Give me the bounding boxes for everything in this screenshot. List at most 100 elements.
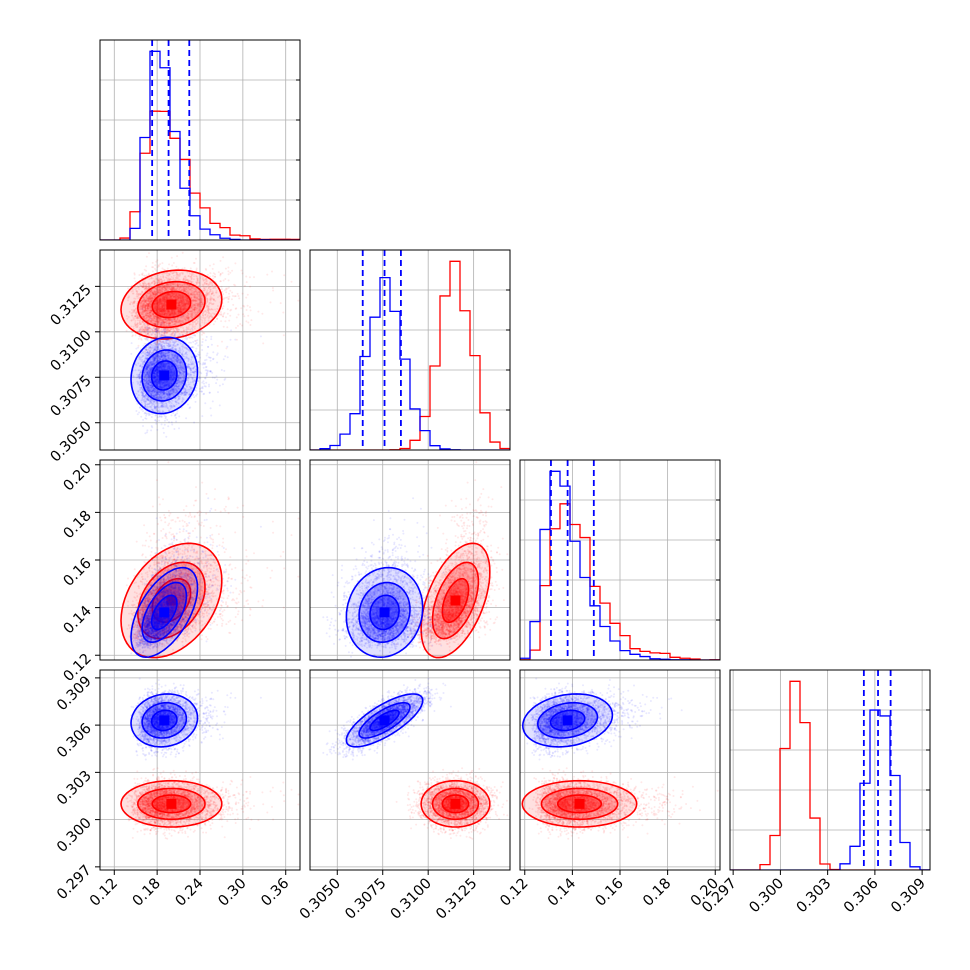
sample-point	[217, 271, 220, 274]
sample-point	[189, 332, 191, 335]
sample-point	[204, 267, 207, 270]
sample-point	[157, 320, 160, 323]
sample-point	[171, 297, 174, 300]
sample-point	[160, 310, 163, 313]
sample-point	[191, 293, 194, 296]
sample-point	[134, 280, 137, 283]
sample-point	[156, 321, 159, 324]
sample-point	[149, 329, 152, 332]
sample-point	[158, 289, 161, 292]
sample-point	[212, 323, 215, 326]
sample-point	[226, 308, 229, 311]
sample-point	[177, 310, 180, 313]
sample-point	[232, 295, 234, 297]
sample-point	[211, 284, 214, 287]
sample-point	[175, 297, 177, 300]
sample-point	[206, 289, 209, 292]
sample-point	[156, 305, 158, 308]
sample-point	[145, 314, 148, 317]
sample-point	[161, 310, 163, 313]
sample-point	[158, 300, 161, 303]
sample-point	[165, 324, 168, 327]
sample-point	[208, 385, 210, 388]
sample-point	[144, 313, 147, 316]
sample-point	[143, 323, 145, 326]
sample-point	[158, 298, 161, 301]
sample-point	[151, 319, 154, 322]
sample-point	[155, 343, 158, 346]
sample-point	[155, 315, 158, 318]
sample-point	[166, 285, 169, 288]
sample-point	[194, 290, 197, 293]
sample-point	[141, 330, 144, 332]
sample-point	[179, 296, 182, 298]
sample-point	[191, 307, 194, 310]
sample-point	[161, 311, 164, 314]
sample-point	[147, 334, 150, 337]
sample-point	[202, 289, 205, 292]
sample-point	[157, 291, 160, 294]
sample-point	[159, 307, 162, 310]
sample-point	[169, 311, 172, 314]
sample-point	[159, 310, 161, 313]
sample-point	[144, 306, 147, 308]
sample-point	[168, 330, 171, 333]
sample-point	[152, 266, 155, 269]
sample-point	[175, 416, 178, 419]
sample-point	[144, 309, 147, 312]
sample-point	[155, 308, 158, 311]
sample-point	[154, 302, 157, 305]
sample-point	[158, 308, 161, 311]
sample-point	[162, 427, 165, 430]
sample-point	[157, 308, 160, 311]
sample-point	[136, 315, 139, 318]
sample-point	[145, 285, 148, 288]
sample-point	[219, 272, 222, 275]
sample-point	[220, 314, 223, 317]
sample-point	[212, 275, 214, 277]
sample-point	[243, 284, 246, 287]
sample-point	[202, 285, 205, 288]
sample-point	[185, 302, 187, 305]
sample-point	[219, 273, 222, 276]
sample-point	[154, 309, 157, 311]
sample-point	[216, 317, 219, 320]
sample-point	[156, 310, 158, 313]
sample-point	[153, 282, 156, 285]
sample-point	[178, 319, 181, 322]
sample-point	[209, 280, 212, 283]
sample-point	[177, 301, 180, 304]
sample-point	[149, 297, 152, 300]
sample-point	[185, 316, 188, 319]
sample-point	[149, 309, 152, 312]
sample-point	[149, 331, 152, 334]
sample-point	[155, 307, 157, 310]
sample-point	[169, 329, 171, 332]
sample-point	[158, 316, 161, 319]
sample-point	[163, 285, 166, 288]
sample-point	[145, 304, 148, 307]
sample-point	[163, 305, 166, 308]
sample-point	[204, 313, 207, 316]
sample-point	[179, 316, 182, 319]
sample-point	[163, 303, 166, 306]
sample-point	[190, 314, 193, 317]
sample-point	[245, 296, 248, 299]
sample-point	[165, 329, 168, 332]
sample-point	[212, 303, 214, 306]
sample-point	[156, 340, 159, 343]
sample-point	[190, 296, 193, 299]
sample-point	[195, 307, 198, 310]
sample-point	[161, 331, 164, 334]
sample-point	[158, 419, 161, 422]
sample-point	[194, 302, 197, 305]
sample-point	[178, 299, 181, 302]
sample-point	[191, 336, 194, 339]
sample-point	[214, 320, 217, 323]
sample-point	[173, 295, 176, 298]
sample-point	[175, 277, 178, 280]
sample-point	[144, 304, 146, 307]
sample-point	[186, 297, 189, 300]
sample-point	[135, 289, 138, 292]
sample-point	[229, 271, 232, 274]
